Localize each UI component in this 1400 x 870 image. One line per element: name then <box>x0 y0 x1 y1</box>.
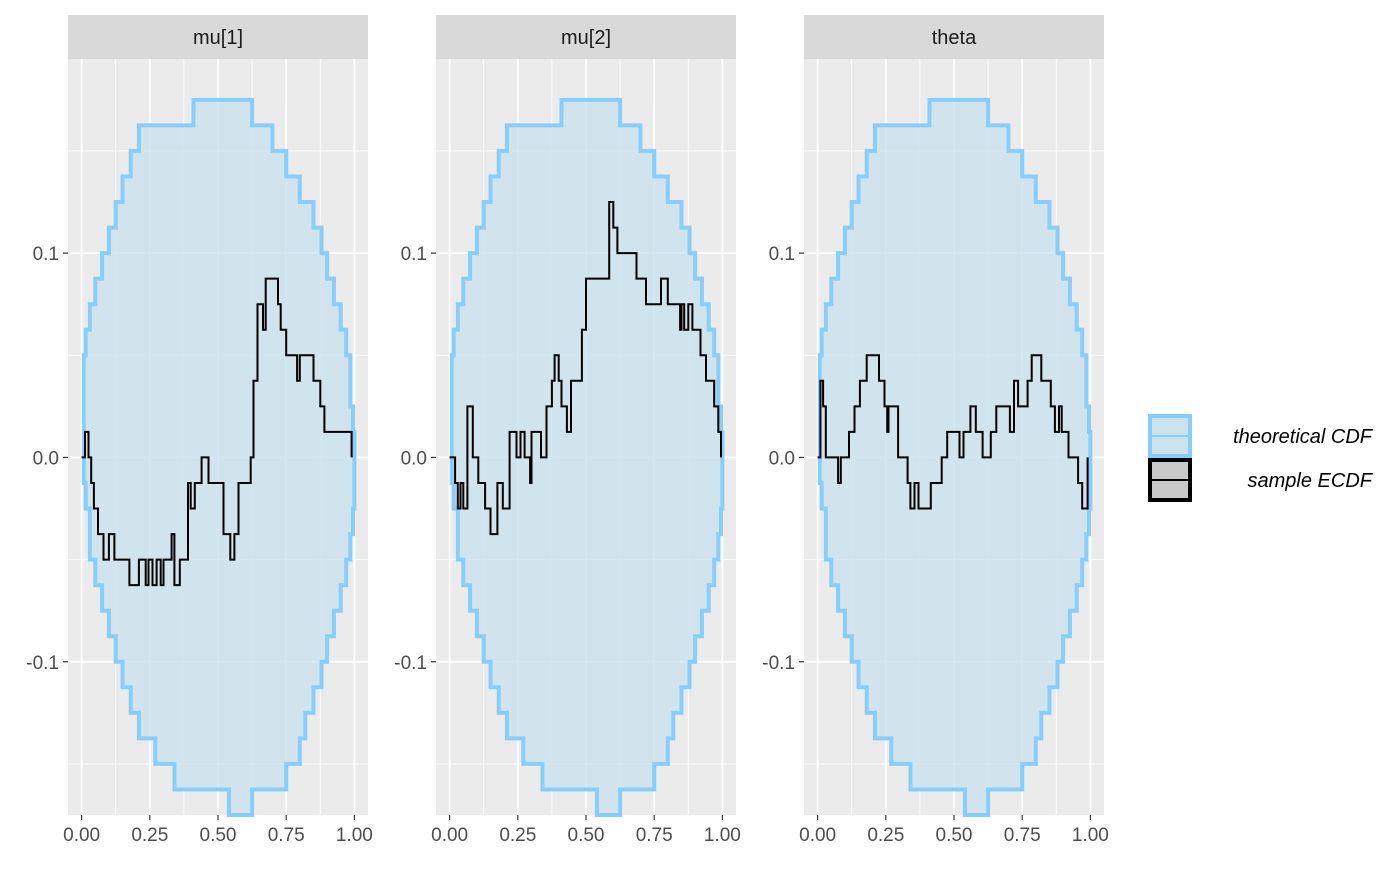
sample-ecdf-line <box>817 354 1089 510</box>
x-tick-label: 0.75 <box>1004 825 1041 846</box>
x-tick-label: 1.00 <box>336 825 373 846</box>
y-tick-label: -0.1 <box>26 653 59 674</box>
facet-3: theta 0.00 0.25 0.50 0.75 1.00 -0.1 0.0 0.1 <box>762 15 1109 846</box>
theoretical-cdf-band <box>449 97 725 817</box>
x-tick-label: 1.00 <box>704 825 741 846</box>
x-tick-label: 0.75 <box>268 825 305 846</box>
x-tick-label: 0.00 <box>799 825 836 846</box>
x-tick-label: 0.25 <box>867 825 904 846</box>
y-tick-label: -0.1 <box>762 653 795 674</box>
y-tick-label: 0.1 <box>401 244 427 265</box>
y-tick-label: 0.0 <box>401 448 427 469</box>
x-tick-label: 0.25 <box>131 825 168 846</box>
legend-label-theoretical-cdf: theoretical CDF <box>1233 426 1374 448</box>
y-tick-label: 0.1 <box>769 244 795 265</box>
facet-2: mu[2] 0.00 0.25 0.50 0.75 1.00 -0.1 0.0 0.1 <box>394 15 741 846</box>
x-tick-label: 1.00 <box>1072 825 1109 846</box>
x-tick-label: 0.50 <box>936 825 973 846</box>
facet-strip-label: mu[2] <box>561 27 611 49</box>
theoretical-cdf-band <box>817 97 1093 817</box>
x-tick-label: 0.50 <box>200 825 237 846</box>
y-tick-label: 0.0 <box>769 448 795 469</box>
y-tick-label: 0.0 <box>33 448 59 469</box>
y-tick-label: -0.1 <box>394 653 427 674</box>
facet-1: mu[1] 0.00 0.25 0.50 0.75 1.00 -0.1 0.0 0.1 <box>26 15 373 846</box>
x-tick-label: 0.00 <box>63 825 100 846</box>
x-tick-label: 0.00 <box>431 825 468 846</box>
facet-strip-label: theta <box>932 27 977 49</box>
facet-strip-label: mu[1] <box>193 27 243 49</box>
sample-ecdf-line <box>81 277 353 587</box>
facet-strip <box>68 15 368 59</box>
legend-label-sample-ecdf: sample ECDF <box>1248 470 1374 492</box>
theoretical-cdf-band <box>81 97 357 817</box>
x-tick-label: 0.25 <box>499 825 536 846</box>
y-tick-label: 0.1 <box>33 244 59 265</box>
x-tick-label: 0.75 <box>636 825 673 846</box>
facet-strip <box>804 15 1104 59</box>
legend: theoretical CDF sample ECDF <box>1148 414 1374 502</box>
x-tick-label: 0.50 <box>568 825 605 846</box>
sample-ecdf-line <box>449 201 722 536</box>
facet-strip <box>436 15 736 59</box>
